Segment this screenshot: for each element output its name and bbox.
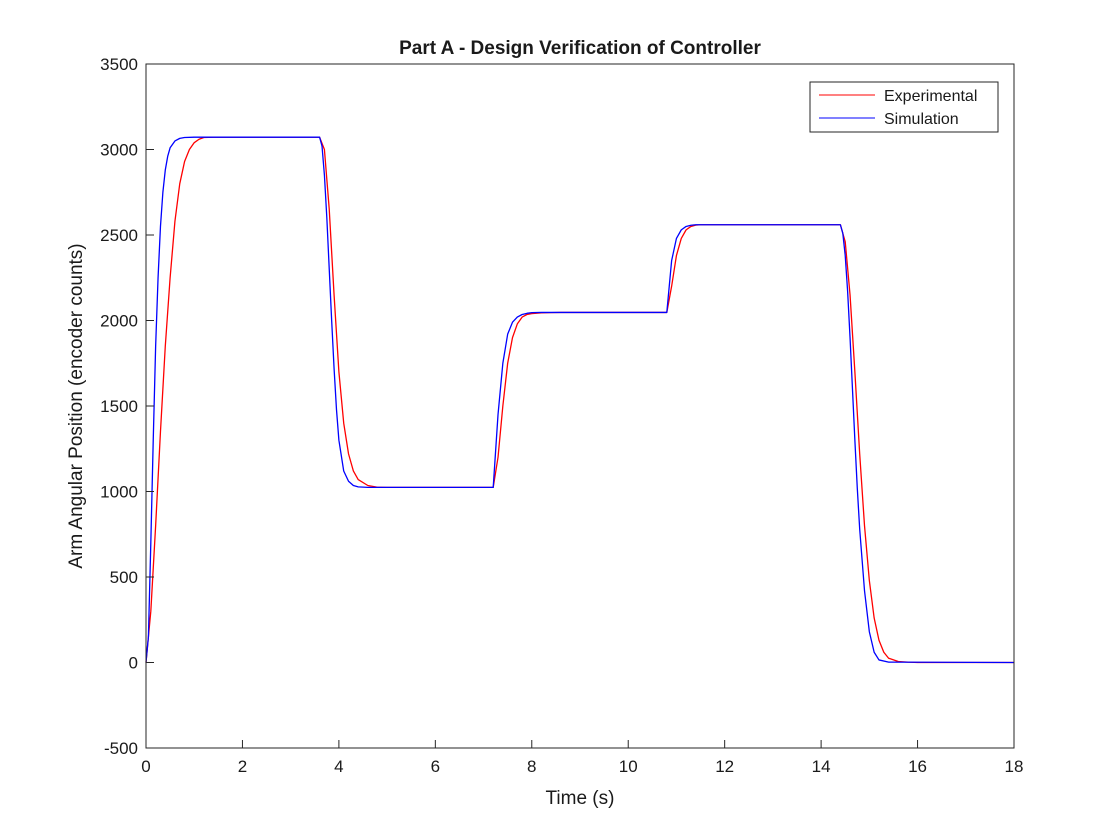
legend: Experimental Simulation — [809, 81, 999, 133]
y-tick-label: 1000 — [100, 483, 138, 502]
chart-title: Part A - Design Verification of Controll… — [399, 38, 761, 59]
series-line-experimental — [145, 136, 1014, 664]
y-tick-label: 3500 — [100, 55, 138, 74]
series-layer — [145, 136, 1015, 664]
legend-label-simulation: Simulation — [884, 111, 959, 128]
series-line-simulation — [145, 136, 1015, 664]
plot-area: 0 2 4 6 8 10 12 14 16 18 -50005001000150020002500… — [100, 55, 1023, 776]
y-tick-label: 0 — [129, 654, 138, 673]
y-tick-label: 2500 — [100, 226, 138, 245]
x-tick-label: 2 — [238, 757, 247, 776]
x-axis-label: Time (s) — [546, 788, 615, 809]
x-tick-label: 0 — [141, 757, 150, 776]
x-tick-label: 6 — [431, 757, 440, 776]
x-tick-label: 12 — [715, 757, 734, 776]
x-tick-label: 10 — [619, 757, 638, 776]
legend-box — [809, 81, 999, 133]
y-tick-label: 1500 — [100, 397, 138, 416]
y-tick-label: 500 — [110, 568, 138, 587]
legend-label-experimental: Experimental — [884, 88, 977, 105]
x-axis-ticks: 0 2 4 6 8 10 12 14 16 18 — [141, 740, 1023, 776]
x-tick-label: 8 — [527, 757, 536, 776]
y-axis-ticks: -500 0 500 1000 1500 2000 2500 3000 3500 — [100, 55, 154, 758]
x-tick-label: 16 — [908, 757, 927, 776]
x-tick-label: 18 — [1005, 757, 1024, 776]
y-tick-label: 3000 — [100, 141, 138, 160]
x-tick-label: 14 — [812, 757, 831, 776]
y-axis-label: Arm Angular Position (encoder counts) — [66, 243, 87, 568]
x-tick-label: 4 — [334, 757, 343, 776]
y-tick-label: 2000 — [100, 312, 138, 331]
y-tick-label: -500 — [104, 739, 138, 758]
